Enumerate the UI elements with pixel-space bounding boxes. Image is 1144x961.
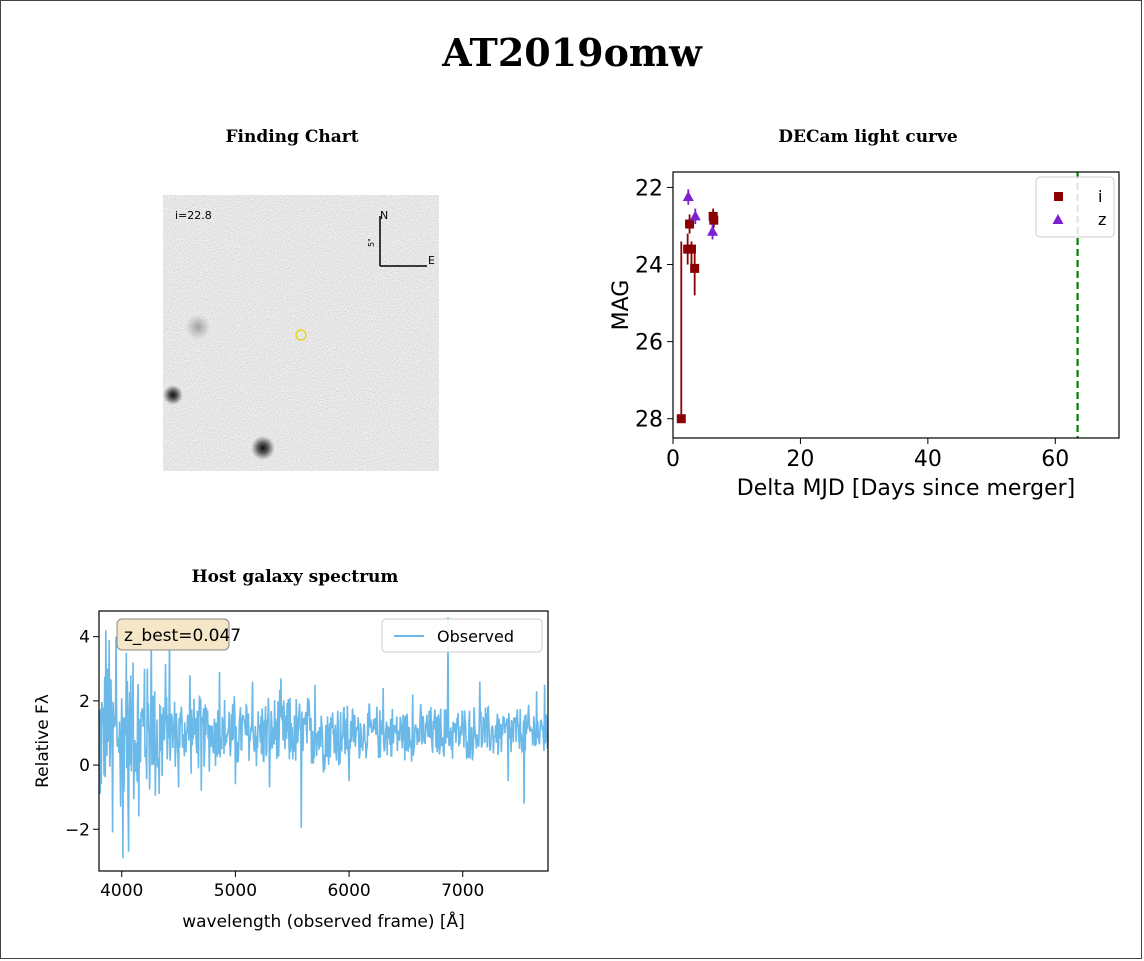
y-tick-label: 28 (635, 408, 663, 433)
x-tick-label: 20 (786, 447, 814, 472)
finding-chart-mag: i=22.8 (175, 209, 212, 222)
data-point-z (707, 225, 719, 236)
legend-label-z: z (1098, 210, 1106, 229)
redshift-label: z_best=0.047 (124, 626, 241, 646)
data-point-i (676, 414, 686, 424)
y-axis-label: Relative Fλ (33, 694, 53, 788)
x-tick-label: 7000 (441, 881, 484, 901)
finding-chart-title: Finding Chart (225, 127, 359, 147)
legend-box (381, 618, 543, 653)
x-tick-label: 0 (666, 447, 680, 472)
lightcurve-title: DECam light curve (778, 127, 958, 147)
lightcurve-chart: 0 20 40 60 22 24 26 28 Delta MJD [Days since mer… (609, 171, 1120, 501)
compass: N E 5" (367, 209, 435, 267)
finding-chart-image: i=22.8 N E 5" (163, 195, 439, 471)
x-tick-label: 60 (1041, 447, 1069, 472)
y-tick-label: 0 (79, 756, 90, 776)
compass-e-label: E (428, 254, 435, 267)
legend-label-i: i (1098, 187, 1102, 206)
y-tick-label: 4 (79, 628, 90, 648)
page-title: AT2019omw (442, 30, 702, 75)
data-point-i (686, 244, 696, 254)
plot-frame (98, 610, 549, 872)
compass-scale-label: 5" (367, 238, 376, 247)
legend-label-observed: Observed (437, 627, 514, 646)
x-axis-label: wavelength (observed frame) [Å] (182, 910, 465, 932)
x-tick-label: 6000 (327, 881, 370, 901)
x-tick-label: 5000 (214, 881, 257, 901)
plot-frame (672, 171, 1120, 439)
compass-n-label: N (380, 209, 388, 222)
target-circle (295, 329, 307, 341)
legend-marker-i (1054, 192, 1063, 201)
x-axis-label: Delta MJD [Days since merger] (737, 476, 1075, 501)
star-source (251, 436, 275, 460)
star-source (163, 385, 183, 405)
y-tick-label: 22 (635, 176, 663, 201)
data-point-i (685, 219, 695, 229)
y-tick-label: 24 (635, 254, 663, 279)
faint-galaxy (185, 314, 211, 340)
spectrum-line (98, 617, 549, 859)
x-tick-label: 40 (914, 447, 942, 472)
redshift-box (116, 618, 230, 651)
y-tick-label: −2 (65, 820, 90, 840)
y-axis-label: MAG (609, 280, 634, 331)
y-tick-label: 26 (635, 331, 663, 356)
data-point-z (682, 191, 694, 202)
spectrum-title: Host galaxy spectrum (191, 567, 399, 587)
spectrum-chart: 4000 5000 6000 7000 −2 0 2 4 wavelength (observe… (33, 610, 549, 932)
data-point-i (709, 215, 719, 225)
y-tick-label: 2 (79, 692, 90, 712)
data-point-z (689, 210, 701, 221)
x-tick-label: 4000 (100, 881, 143, 901)
data-point-i (690, 263, 700, 273)
legend-marker-z (1052, 214, 1064, 224)
